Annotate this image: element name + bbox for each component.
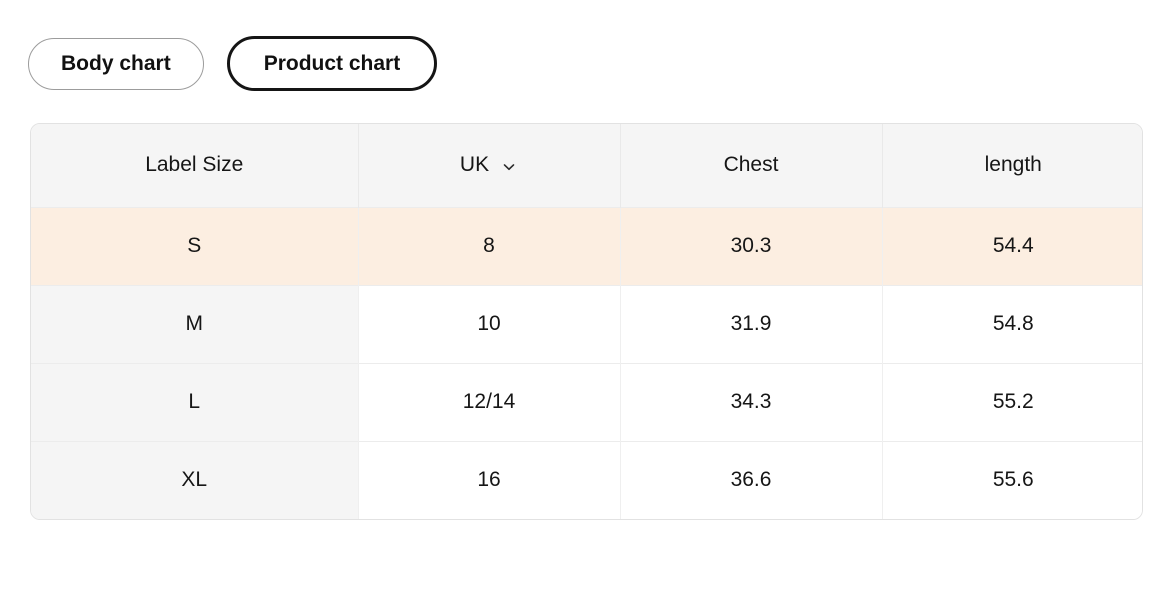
table-cell: 8 — [358, 206, 621, 285]
chart-type-toggle: Body chart Product chart — [28, 36, 1172, 91]
table-cell: 16 — [358, 440, 621, 519]
body-chart-chip-label: Body chart — [61, 51, 171, 75]
table-cell: 55.6 — [882, 440, 1142, 519]
table-header-row: Label Size UK Chest — [31, 124, 1142, 207]
table-cell: L — [31, 362, 359, 441]
table-row: M 10 31.9 54.8 — [31, 284, 1142, 363]
table-cell: 54.4 — [882, 206, 1142, 285]
table-row: L 12/14 34.3 55.2 — [31, 362, 1142, 441]
column-header-label-size: Label Size — [31, 124, 359, 207]
table-cell: XL — [31, 440, 359, 519]
table-cell: 10 — [358, 284, 621, 363]
column-header-uk-label: UK — [459, 153, 490, 177]
product-chart-chip-label: Product chart — [263, 51, 401, 75]
table-cell: 30.3 — [620, 206, 883, 285]
table-cell: 12/14 — [358, 362, 621, 441]
table-body: S 8 30.3 54.4 M 10 31.9 54.8 L 12/14 34.3 55.2 XL 16 3… — [31, 206, 1142, 519]
body-chart-chip[interactable]: Body chart — [28, 37, 204, 90]
table-cell: 31.9 — [620, 284, 883, 363]
size-chart-table-container: Label Size UK Chest — [30, 123, 1143, 520]
table-cell: 54.8 — [882, 284, 1142, 363]
table-cell: M — [31, 284, 359, 363]
chevron-down-icon — [500, 158, 518, 176]
table-cell: S — [31, 206, 359, 285]
table-row: S 8 30.3 54.4 — [31, 206, 1142, 285]
table-cell: 34.3 — [620, 362, 883, 441]
column-header-chest: Chest — [620, 124, 883, 207]
table-cell: 36.6 — [620, 440, 883, 519]
table-cell: 55.2 — [882, 362, 1142, 441]
table-row: XL 16 36.6 55.6 — [31, 440, 1142, 519]
product-chart-chip[interactable]: Product chart — [226, 36, 438, 91]
size-chart-table: Label Size UK Chest — [31, 124, 1142, 519]
column-header-uk[interactable]: UK — [358, 124, 621, 207]
column-header-length: length — [882, 124, 1142, 207]
